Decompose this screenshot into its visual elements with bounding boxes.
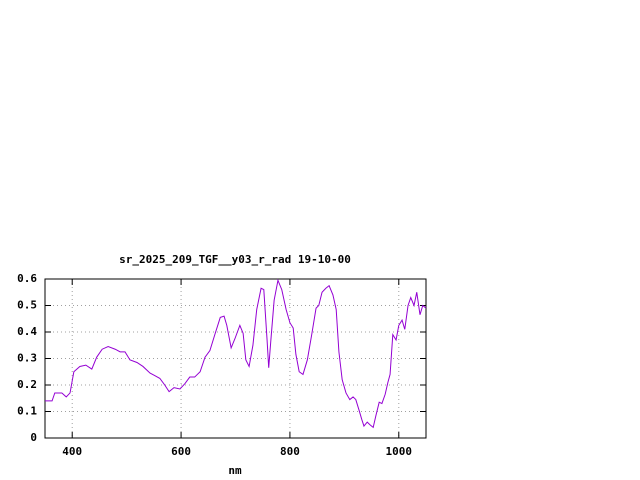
- y-tick-label: 0: [30, 431, 37, 444]
- chart-title: sr_2025_209_TGF__y03_r_rad 19-10-00: [119, 253, 351, 266]
- x-tick-label: 800: [280, 445, 300, 458]
- data-line: [45, 278, 427, 429]
- x-tick-label: 600: [171, 445, 191, 458]
- x-axis-label: nm: [228, 464, 242, 477]
- y-tick-label: 0.5: [17, 299, 37, 312]
- x-tick-label: 1000: [386, 445, 413, 458]
- plot-frame: [44, 278, 427, 439]
- y-tick-label: 0.3: [17, 352, 37, 365]
- y-tick-label: 0.6: [17, 272, 37, 285]
- y-tick-label: 0.2: [17, 378, 37, 391]
- y-tick-label: 0.1: [17, 405, 37, 418]
- y-tick-label: 0.4: [17, 325, 37, 338]
- x-tick-label: 400: [62, 445, 82, 458]
